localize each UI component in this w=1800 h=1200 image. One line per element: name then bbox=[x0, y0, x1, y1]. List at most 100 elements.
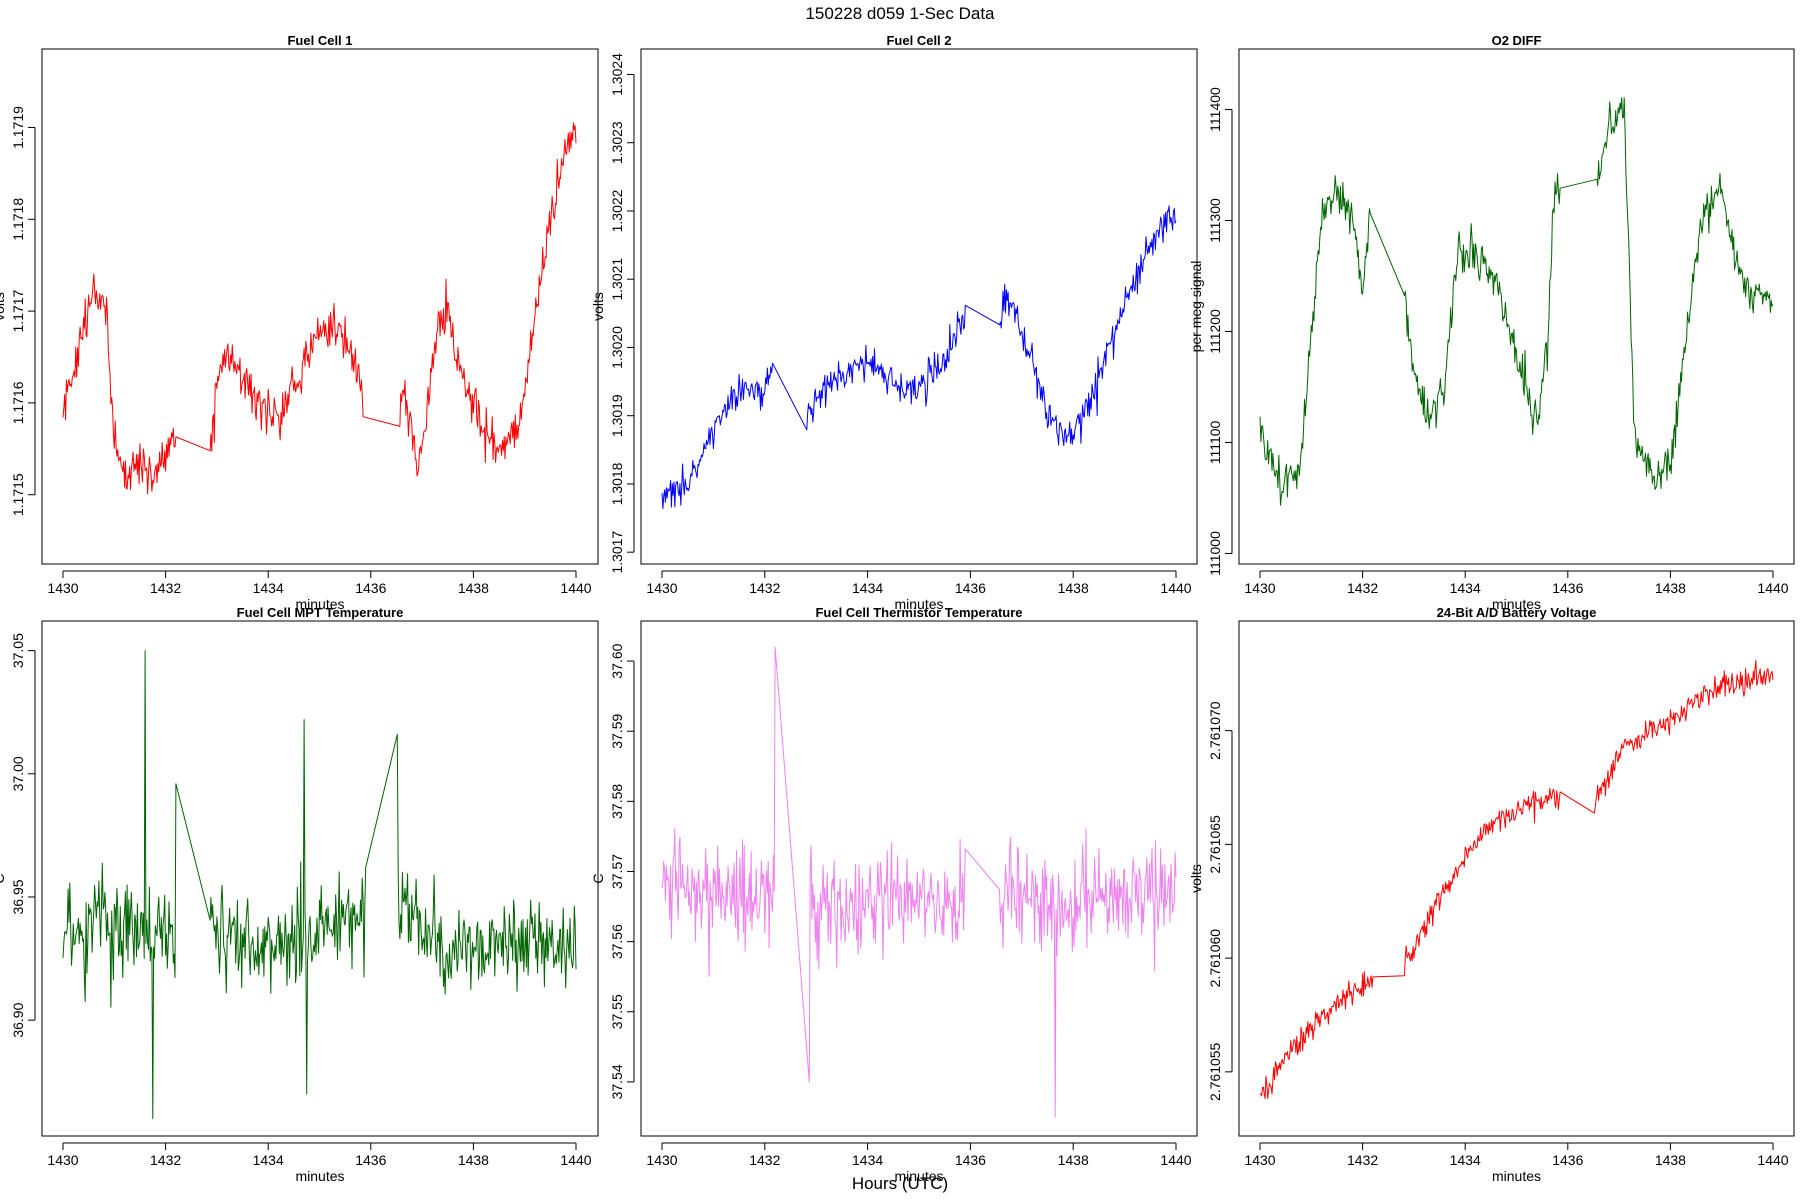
x-tick-label: 1440 bbox=[1160, 1152, 1191, 1168]
panel-3: O2 DIFF 1430 1432 1434 1436 1438 1440 minutes 11… bbox=[1188, 33, 1795, 612]
plot-frame bbox=[640, 48, 1198, 565]
y-tick-label: 1.3018 bbox=[609, 462, 625, 505]
x-tick-label: 1432 bbox=[749, 580, 780, 596]
y-axis-label: C bbox=[0, 873, 7, 883]
y-tick-label: 37.59 bbox=[609, 713, 625, 748]
plot-frame bbox=[640, 620, 1198, 1137]
figure-x-label: Hours (UTC) bbox=[852, 1174, 948, 1193]
plot-frame bbox=[41, 620, 599, 1137]
x-tick-label: 1434 bbox=[852, 1152, 883, 1168]
y-tick-label: 111300 bbox=[1207, 198, 1223, 243]
y-tick-label: 37.58 bbox=[609, 784, 625, 819]
x-tick-label: 1440 bbox=[560, 1152, 591, 1168]
x-tick-label: 1440 bbox=[1757, 580, 1788, 596]
y-tick-label: 1.3022 bbox=[609, 189, 625, 232]
x-tick-label: 1430 bbox=[1244, 580, 1275, 596]
x-tick-label: 1440 bbox=[1757, 1152, 1788, 1168]
plot-frame bbox=[1238, 620, 1795, 1137]
x-tick-label: 1432 bbox=[150, 580, 181, 596]
y-tick-label: 37.57 bbox=[609, 854, 625, 889]
x-tick-label: 1434 bbox=[1450, 580, 1481, 596]
x-tick-label: 1432 bbox=[1347, 580, 1378, 596]
panel-title: Fuel Cell 1 bbox=[287, 33, 352, 48]
panel-title: Fuel Cell 2 bbox=[886, 33, 951, 48]
y-tick-label: 1.3020 bbox=[609, 326, 625, 369]
y-tick-label: 1.1716 bbox=[10, 381, 26, 424]
x-tick-label: 1434 bbox=[253, 1152, 284, 1168]
y-tick-label: 111400 bbox=[1207, 87, 1223, 132]
y-tick-label: 36.90 bbox=[10, 1002, 26, 1037]
y-tick-label: 2.761055 bbox=[1207, 1042, 1223, 1101]
figure-title: 150228 d059 1-Sec Data bbox=[805, 4, 995, 23]
x-tick-label: 1432 bbox=[1347, 1152, 1378, 1168]
plot-frame bbox=[1238, 48, 1795, 565]
panel-title: Fuel Cell Thermistor Temperature bbox=[815, 605, 1022, 620]
y-tick-label: 1.3024 bbox=[609, 53, 625, 96]
y-tick-label: 2.761070 bbox=[1207, 701, 1223, 760]
y-axis-label: C bbox=[590, 873, 606, 883]
y-tick-label: 1.3017 bbox=[609, 531, 625, 574]
panel-4: Fuel Cell MPT Temperature 1430 1432 1434 143… bbox=[0, 605, 599, 1184]
y-tick-label: 1.1718 bbox=[10, 198, 26, 241]
y-tick-label: 37.56 bbox=[609, 924, 625, 959]
y-tick-label: 1.1715 bbox=[10, 473, 26, 516]
x-tick-label: 1438 bbox=[1058, 580, 1089, 596]
y-tick-label: 37.00 bbox=[10, 756, 26, 791]
x-axis-label: minutes bbox=[894, 1168, 943, 1184]
x-axis-label: minutes bbox=[295, 1168, 344, 1184]
y-tick-label: 2.761065 bbox=[1207, 815, 1223, 874]
x-axis-label: minutes bbox=[894, 596, 943, 612]
panel-title: 24-Bit A/D Battery Voltage bbox=[1437, 605, 1597, 620]
y-tick-label: 37.55 bbox=[609, 994, 625, 1029]
x-tick-label: 1430 bbox=[47, 1152, 78, 1168]
x-tick-label: 1440 bbox=[1160, 580, 1191, 596]
series-line bbox=[62, 122, 577, 495]
x-tick-label: 1436 bbox=[1552, 580, 1583, 596]
panel-title: O2 DIFF bbox=[1492, 33, 1542, 48]
y-tick-label: 1.3023 bbox=[609, 121, 625, 164]
x-tick-label: 1438 bbox=[1655, 1152, 1686, 1168]
x-tick-label: 1430 bbox=[47, 580, 78, 596]
x-tick-label: 1436 bbox=[1552, 1152, 1583, 1168]
y-tick-label: 37.54 bbox=[609, 1064, 625, 1099]
x-tick-label: 1432 bbox=[150, 1152, 181, 1168]
x-tick-label: 1438 bbox=[1655, 580, 1686, 596]
y-tick-label: 37.60 bbox=[609, 643, 625, 678]
x-tick-label: 1440 bbox=[560, 580, 591, 596]
x-tick-label: 1434 bbox=[1450, 1152, 1481, 1168]
x-tick-label: 1436 bbox=[955, 1152, 986, 1168]
y-tick-label: 111200 bbox=[1207, 309, 1223, 354]
panel-title: Fuel Cell MPT Temperature bbox=[237, 605, 404, 620]
panel-6: 24-Bit A/D Battery Voltage 1430 1432 1434 14… bbox=[1188, 605, 1795, 1184]
panel-5: Fuel Cell Thermistor Temperature 1430 1432… bbox=[590, 605, 1198, 1184]
y-tick-label: 36.95 bbox=[10, 879, 26, 914]
x-tick-label: 1430 bbox=[1244, 1152, 1275, 1168]
y-axis-label: volts bbox=[0, 292, 7, 321]
panel-1: Fuel Cell 1 1430 1432 1434 1436 1438 1440 minut… bbox=[0, 33, 599, 612]
x-tick-label: 1432 bbox=[749, 1152, 780, 1168]
series-line bbox=[661, 646, 1177, 1118]
y-tick-label: 111100 bbox=[1207, 420, 1223, 464]
panel-2: Fuel Cell 2 1430 1432 1434 1436 1438 1440 minut… bbox=[590, 33, 1198, 612]
x-tick-label: 1434 bbox=[852, 580, 883, 596]
x-axis-label: minutes bbox=[1492, 596, 1541, 612]
series-line bbox=[1259, 659, 1774, 1099]
series-line bbox=[62, 650, 577, 1120]
y-tick-label: 1.3021 bbox=[609, 258, 625, 301]
y-tick-label: 2.761060 bbox=[1207, 929, 1223, 988]
x-tick-label: 1436 bbox=[355, 1152, 386, 1168]
plot-frame bbox=[41, 48, 599, 565]
x-tick-label: 1436 bbox=[955, 580, 986, 596]
x-tick-label: 1438 bbox=[458, 580, 489, 596]
x-tick-label: 1436 bbox=[355, 580, 386, 596]
x-tick-label: 1430 bbox=[646, 1152, 677, 1168]
panels: Fuel Cell 1 1430 1432 1434 1436 1438 1440 minut… bbox=[0, 33, 1795, 1184]
x-axis-label: minutes bbox=[1492, 1168, 1541, 1184]
y-tick-label: 37.05 bbox=[10, 633, 26, 668]
x-tick-label: 1438 bbox=[458, 1152, 489, 1168]
y-tick-label: 1.1717 bbox=[10, 289, 26, 332]
y-axis-label: volts bbox=[1188, 864, 1204, 893]
y-tick-label: 1.1719 bbox=[10, 106, 26, 149]
x-axis-label: minutes bbox=[295, 596, 344, 612]
